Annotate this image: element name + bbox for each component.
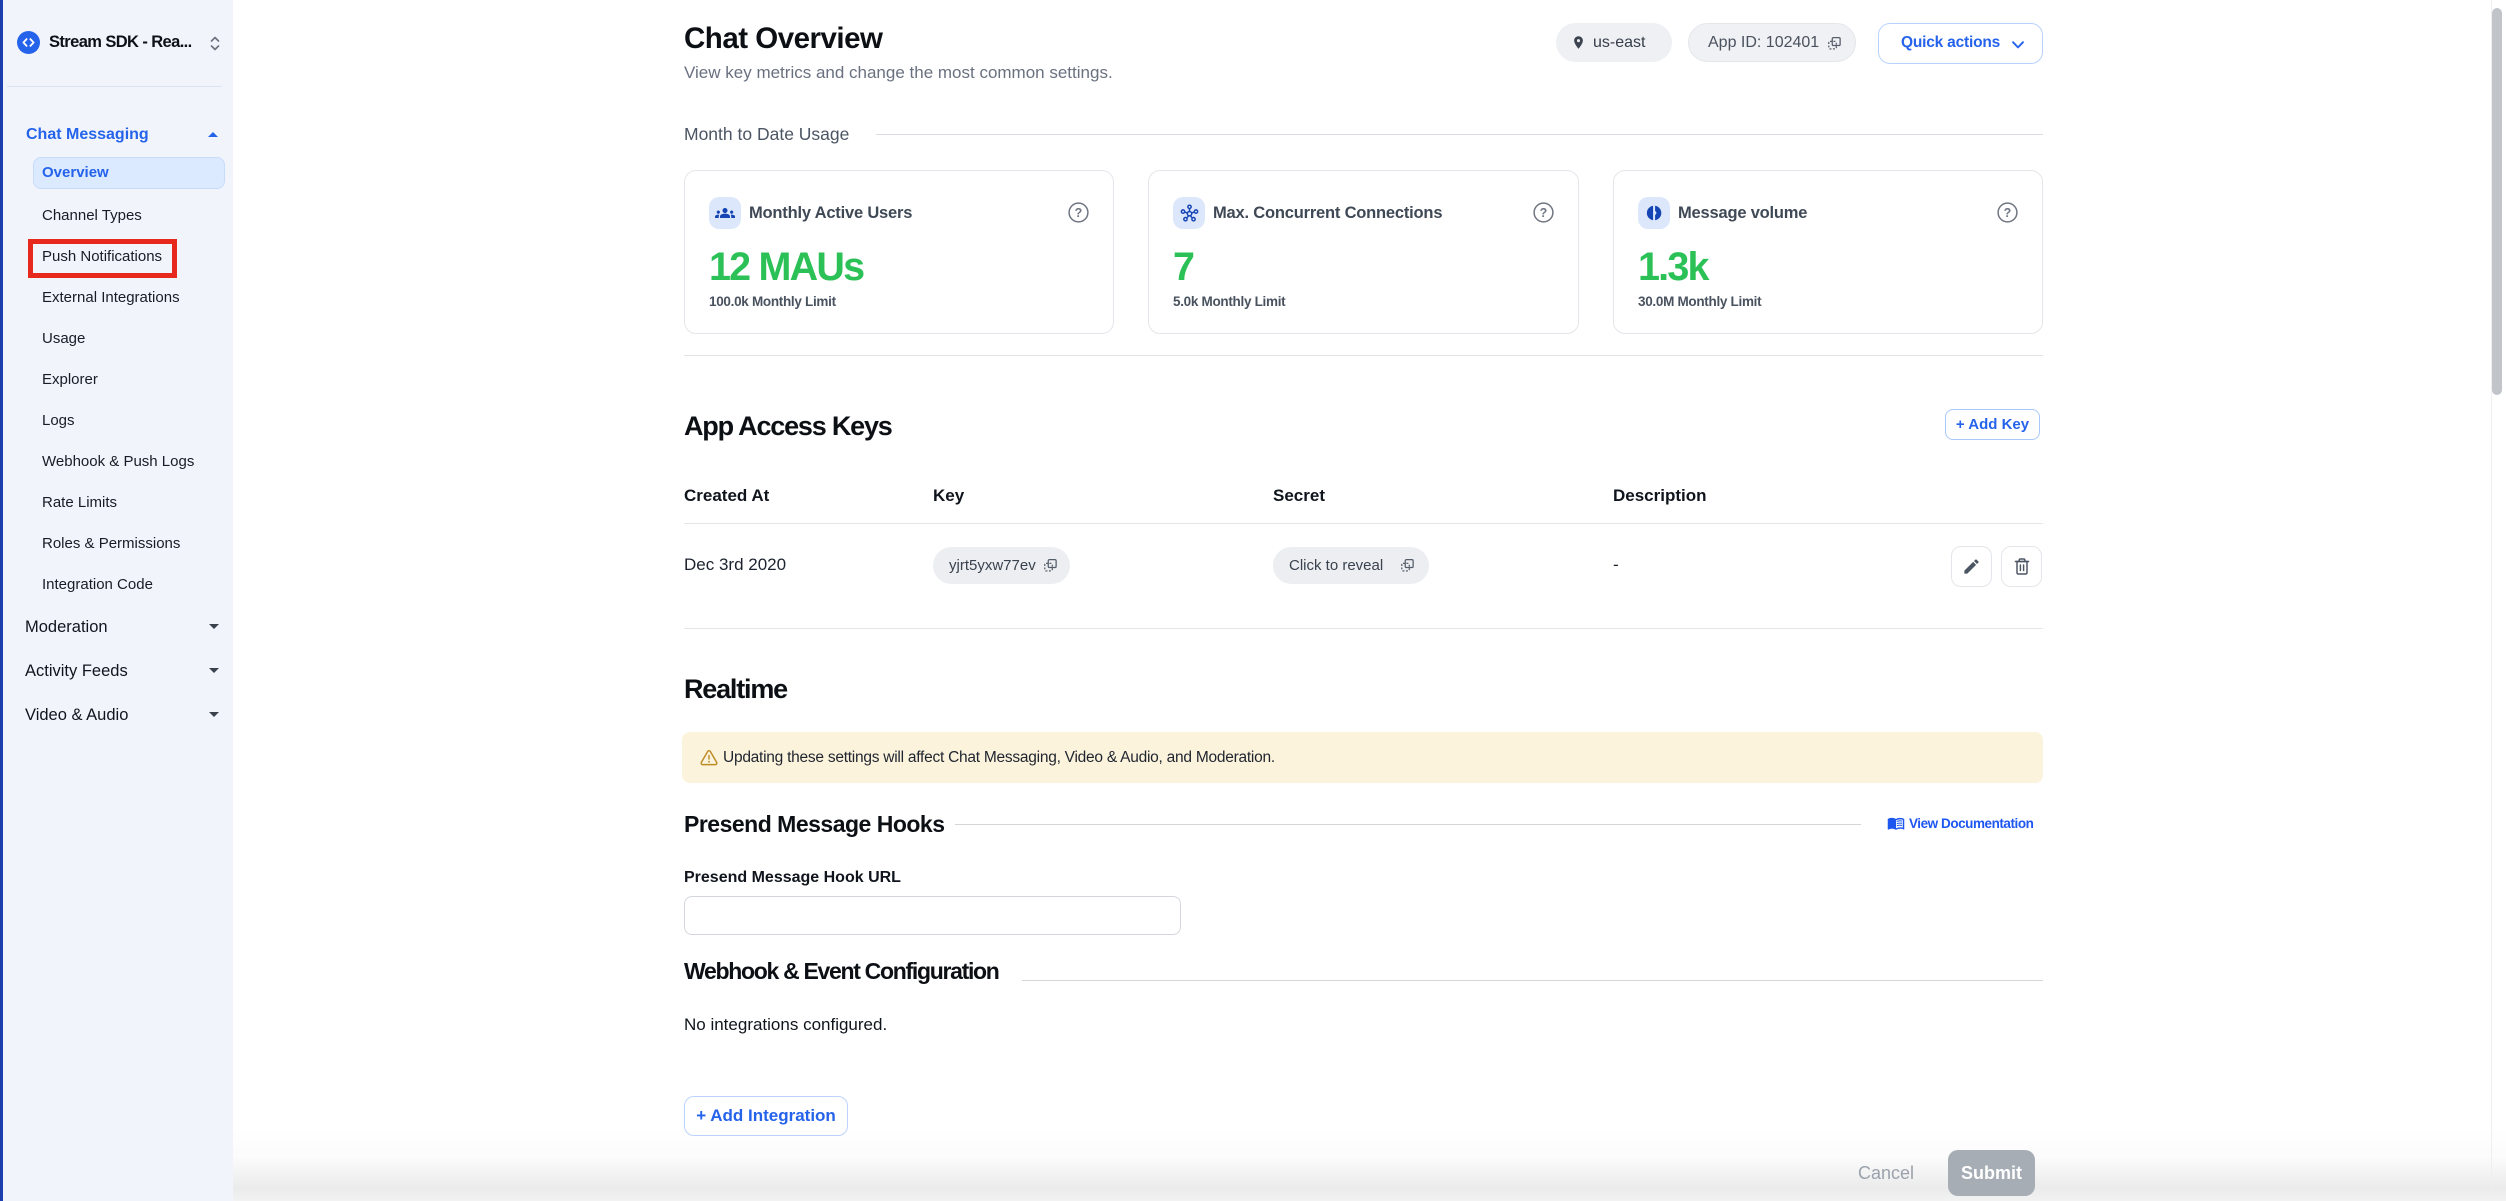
svg-text:?: ? xyxy=(1540,206,1548,220)
svg-text:?: ? xyxy=(2004,206,2012,220)
svg-text:?: ? xyxy=(1075,206,1083,220)
